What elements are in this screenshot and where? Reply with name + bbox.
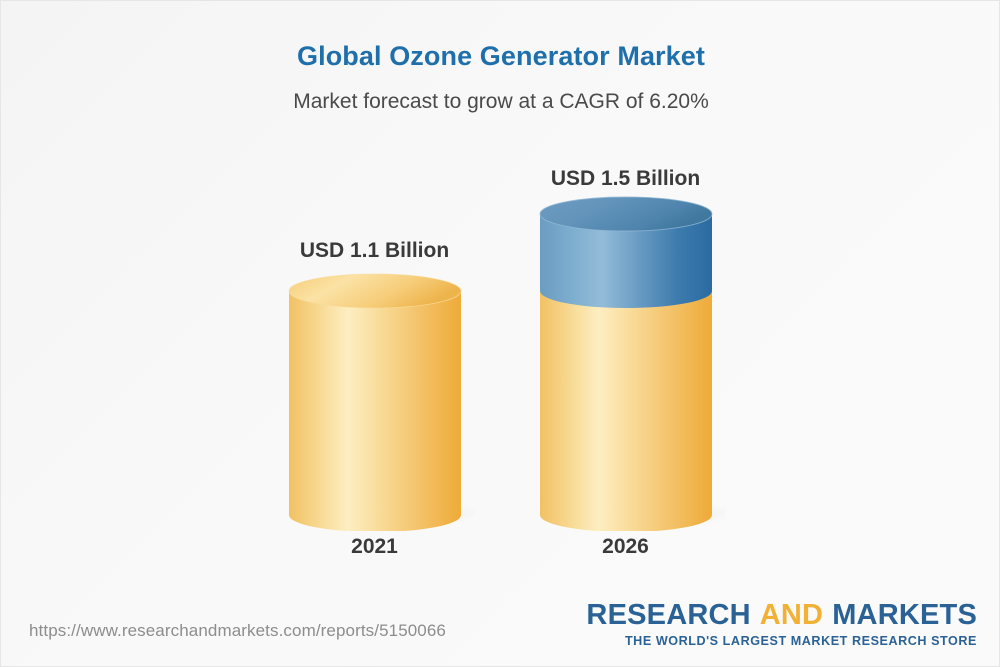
bar-value-label-2021: USD 1.1 Billion	[299, 239, 450, 262]
cylinder-2021-svg	[282, 273, 490, 532]
cylinder-segment-base	[540, 274, 712, 532]
cylinder-body	[289, 274, 461, 532]
logo-wordmark: RESEARCH AND MARKETS	[586, 601, 977, 630]
bar-group-2026: USD 1.5 Billion	[525, 1, 741, 666]
cylinder-top-cap	[289, 274, 461, 308]
bar-category-label-2026: 2026	[602, 535, 649, 558]
cylinder-2021	[274, 273, 490, 532]
cylinder-cap-rim	[288, 273, 462, 309]
logo-tagline: THE WORLD'S LARGEST MARKET RESEARCH STOR…	[624, 634, 977, 648]
page-title: Global Ozone Generator Market	[297, 41, 705, 71]
bar-category-label-2021: 2021	[351, 535, 398, 558]
page-subtitle: Market forecast to grow at a CAGR of 6.2…	[293, 90, 709, 113]
header: Global Ozone Generator Market Market for…	[1, 1, 999, 114]
report-url[interactable]: https://www.researchandmarkets.com/repor…	[29, 621, 446, 640]
logo-word-markets: MARKETS	[832, 599, 977, 631]
bar-group-2021: USD 1.1 Billion	[274, 1, 490, 666]
cylinder-2026-svg	[533, 196, 741, 532]
research-and-markets-logo[interactable]: RESEARCH AND MARKETS THE WORLD'S LARGEST M…	[586, 601, 977, 648]
cylinder-2026	[525, 196, 741, 532]
cylinder-growth-top-cap	[540, 197, 712, 231]
bar-value-label-2026: USD 1.5 Billion	[550, 167, 701, 190]
cylinder-growth-cap-rim	[539, 196, 713, 232]
logo-word-and: AND	[759, 599, 824, 631]
logo-word-research: RESEARCH	[586, 599, 751, 631]
